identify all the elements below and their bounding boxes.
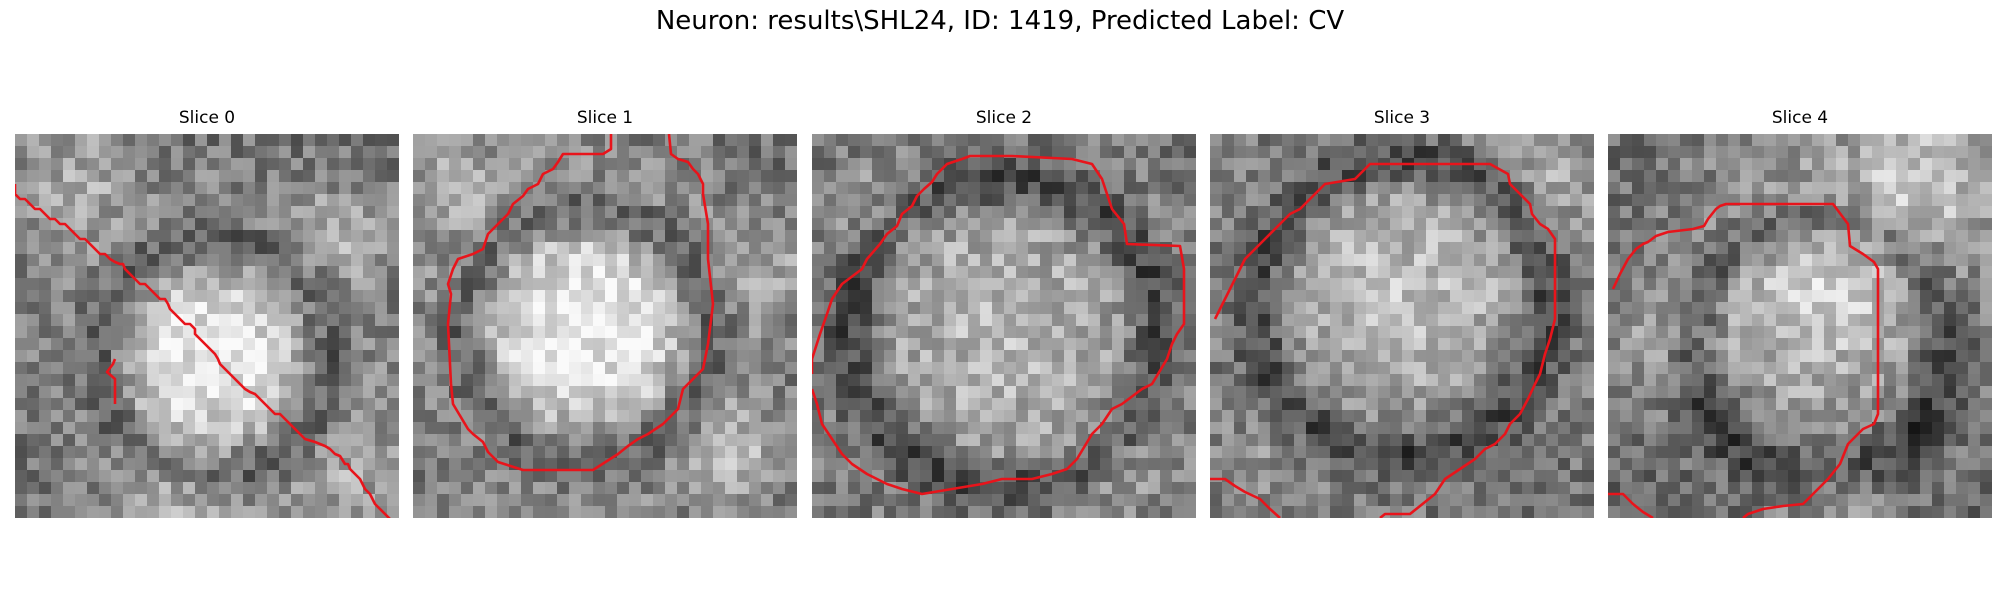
roi-contour-3b [1210, 477, 1281, 518]
roi-contour-4b [1608, 492, 1654, 518]
slice-title-4: Slice 4 [1771, 108, 1829, 128]
slice-title-2: Slice 2 [975, 108, 1033, 128]
roi-contour-1 [446, 134, 715, 472]
slice-image-4 [1608, 134, 1992, 518]
roi-contour-2 [812, 157, 963, 374]
figure-title: Neuron: results\SHL24, ID: 1419, Predict… [655, 6, 1345, 36]
slice-image-1 [413, 134, 797, 518]
slice-title-0: Slice 0 [178, 108, 236, 128]
roi-contour-2b [812, 154, 1186, 496]
roi-contour-4 [1611, 202, 1880, 518]
roi-contour-0b [105, 358, 117, 404]
slice-image-3 [1210, 134, 1594, 518]
slice-image-0 [15, 134, 399, 518]
slice-image-2 [812, 134, 1196, 518]
slice-title-1: Slice 1 [576, 108, 634, 128]
roi-contour-3 [1213, 162, 1557, 518]
slice-title-3: Slice 3 [1373, 108, 1431, 128]
roi-contour-0 [15, 184, 391, 518]
